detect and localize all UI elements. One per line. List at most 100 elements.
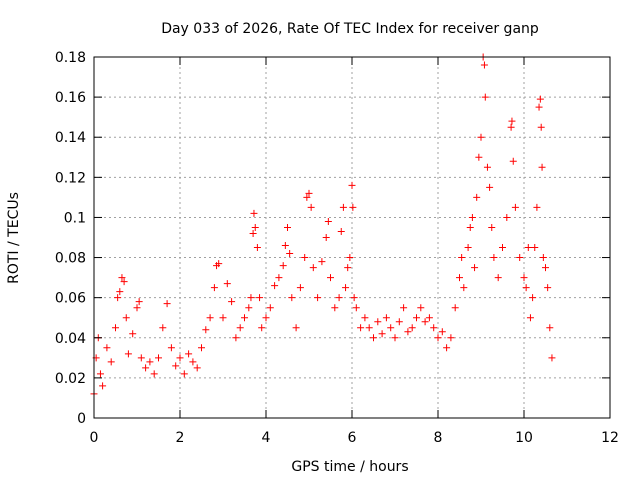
data-point [256, 294, 264, 302]
data-point [361, 314, 369, 322]
data-point [349, 203, 357, 211]
data-point [228, 298, 236, 306]
data-point [509, 157, 517, 165]
data-point [434, 334, 442, 342]
data-point [96, 370, 104, 378]
data-point [288, 294, 296, 302]
data-point [202, 326, 210, 334]
data-point [279, 262, 287, 270]
data-point [539, 254, 547, 262]
data-point [486, 183, 494, 191]
chart-title: Day 033 of 2026, Rate Of TEC Index for r… [161, 21, 539, 37]
data-point [451, 304, 459, 312]
data-point [236, 324, 244, 332]
data-point [346, 254, 354, 262]
y-tick-label: 0.08 [55, 251, 86, 267]
data-point [198, 344, 205, 352]
data-point [443, 344, 451, 352]
data-point [250, 209, 258, 217]
data-point [516, 254, 524, 262]
data-point [357, 324, 365, 332]
x-tick-label: 12 [601, 430, 619, 446]
data-point [146, 358, 154, 366]
data-point [468, 213, 476, 221]
data-point [542, 264, 549, 272]
data-point [223, 280, 231, 288]
x-tick-label: 2 [176, 430, 185, 446]
data-point [374, 318, 382, 326]
data-point [526, 314, 534, 322]
data-point [262, 314, 270, 322]
y-tick-label: 0.04 [55, 331, 86, 347]
data-point [483, 163, 491, 171]
data-point [122, 314, 130, 322]
data-point [430, 324, 438, 332]
data-point [327, 274, 334, 282]
data-point [538, 163, 546, 171]
data-point [337, 227, 345, 235]
data-point [524, 244, 532, 252]
data-point [331, 304, 339, 312]
data-point [382, 314, 390, 322]
data-point [477, 133, 485, 141]
data-point [546, 324, 554, 332]
data-point [309, 264, 317, 272]
data-point [475, 153, 483, 161]
y-tick-label: 0.1 [64, 210, 86, 226]
data-point [124, 350, 132, 358]
data-point [400, 304, 408, 312]
data-point [421, 318, 429, 326]
data-point [314, 294, 322, 302]
data-point [245, 304, 253, 312]
y-tick-label: 0.06 [55, 291, 86, 307]
data-point [133, 304, 141, 312]
data-point [150, 370, 158, 378]
data-point [344, 264, 352, 272]
y-tick-label: 0.16 [55, 90, 86, 106]
data-point [247, 294, 255, 302]
data-point [488, 223, 496, 231]
data-point [112, 324, 119, 332]
data-point [180, 370, 188, 378]
data-point [391, 334, 399, 342]
data-point [296, 284, 304, 292]
x-tick-label: 8 [434, 430, 443, 446]
data-point [408, 324, 416, 332]
data-point [544, 284, 552, 292]
data-point [473, 193, 481, 201]
x-tick-label: 0 [90, 430, 99, 446]
data-point [370, 334, 377, 342]
data-point [303, 193, 311, 201]
data-point [251, 223, 259, 231]
data-point [456, 274, 463, 282]
data-point [271, 282, 279, 290]
data-point [103, 344, 111, 352]
data-point [292, 324, 300, 332]
data-point [537, 123, 545, 131]
data-point [281, 242, 289, 250]
data-point [107, 358, 115, 366]
data-point [301, 254, 309, 262]
data-point [253, 244, 261, 252]
data-point [322, 234, 330, 241]
data-point [499, 244, 506, 252]
data-point [210, 284, 218, 292]
data-point [129, 330, 137, 338]
data-point [503, 213, 511, 221]
data-point [490, 254, 498, 262]
data-point [378, 330, 386, 338]
data-point [284, 223, 291, 231]
data-point [458, 254, 466, 262]
data-point [219, 314, 227, 322]
data-point [172, 362, 180, 370]
data-point [352, 304, 360, 312]
data-point [286, 250, 294, 258]
data-point [520, 274, 528, 282]
grid-lines [94, 57, 610, 418]
data-point [404, 328, 412, 336]
data-point [189, 358, 197, 366]
data-point [307, 203, 315, 211]
data-point [548, 354, 556, 362]
data-point [99, 382, 107, 390]
data-point [536, 95, 544, 103]
